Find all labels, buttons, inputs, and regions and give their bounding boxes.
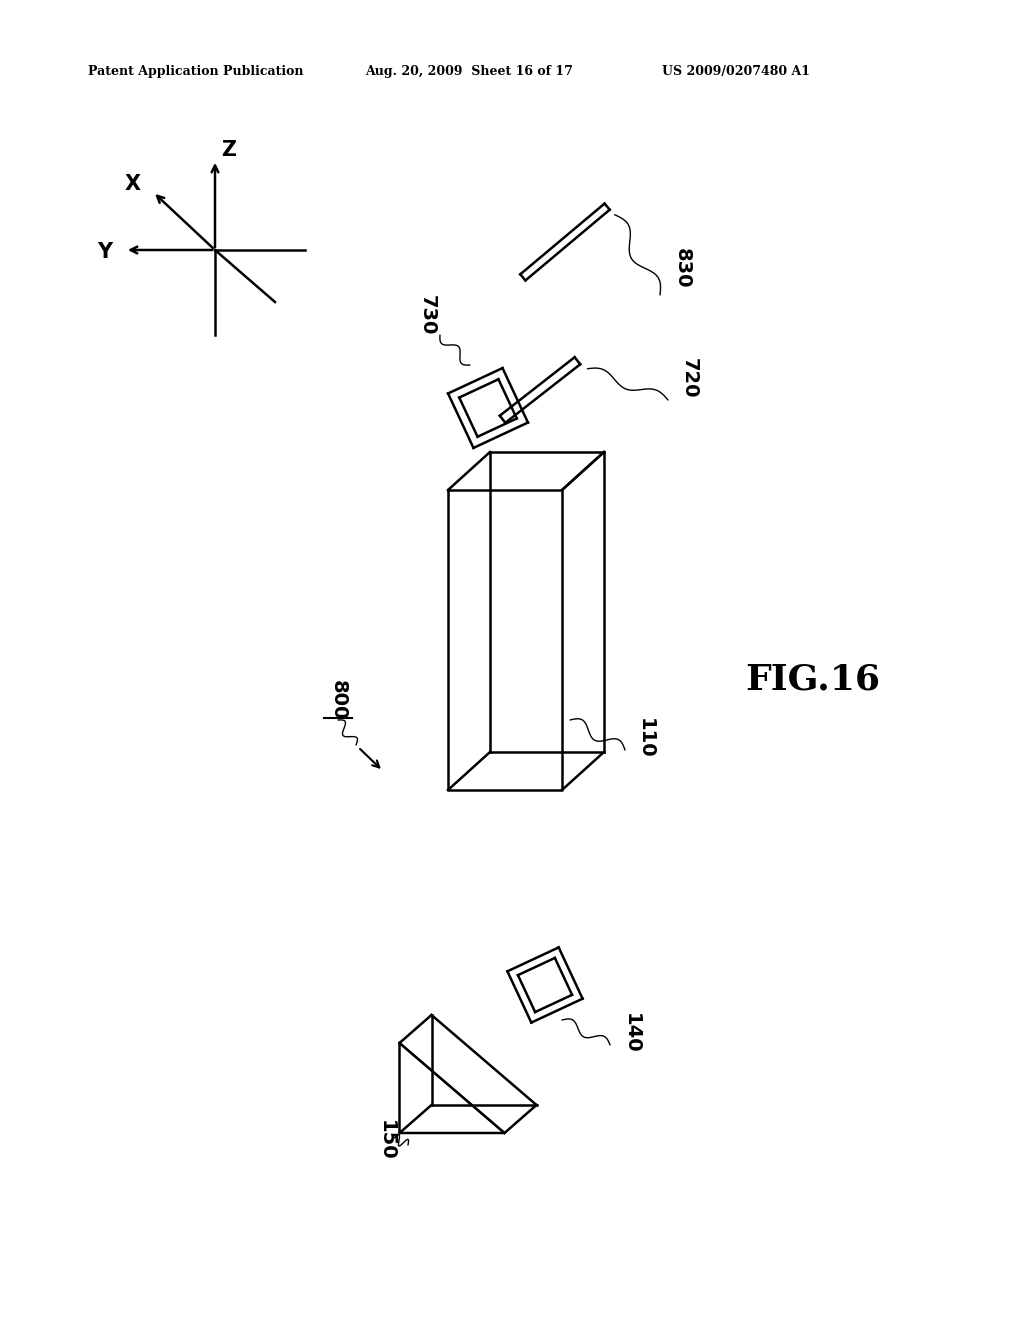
Text: 800: 800 [329,680,347,721]
Text: 140: 140 [622,1012,641,1053]
Text: Y: Y [97,242,112,261]
Text: X: X [125,174,141,194]
Text: US 2009/0207480 A1: US 2009/0207480 A1 [662,66,810,78]
Text: 110: 110 [636,718,655,758]
Text: FIG.16: FIG.16 [745,663,880,697]
Text: Patent Application Publication: Patent Application Publication [88,66,303,78]
Text: 720: 720 [680,358,699,399]
Text: Z: Z [221,140,237,160]
Text: 830: 830 [673,248,692,288]
Text: Aug. 20, 2009  Sheet 16 of 17: Aug. 20, 2009 Sheet 16 of 17 [365,66,572,78]
Text: 150: 150 [377,1119,396,1160]
Text: 730: 730 [418,294,437,335]
